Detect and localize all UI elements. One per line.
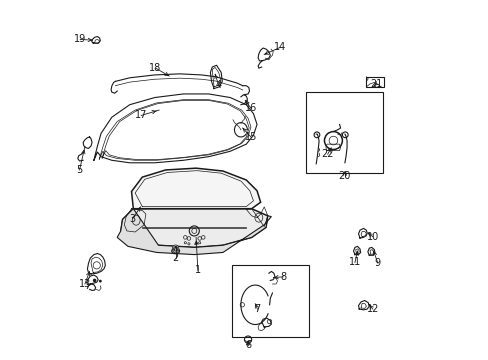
Text: 22: 22 bbox=[321, 149, 333, 159]
Circle shape bbox=[99, 280, 102, 283]
Text: 3: 3 bbox=[129, 214, 135, 224]
Text: 18: 18 bbox=[149, 63, 162, 73]
Text: 8: 8 bbox=[280, 272, 285, 282]
Polygon shape bbox=[117, 209, 271, 255]
Text: 13: 13 bbox=[79, 279, 91, 289]
Text: 20: 20 bbox=[338, 171, 350, 181]
Text: 19: 19 bbox=[74, 35, 86, 44]
Text: 4: 4 bbox=[215, 80, 221, 90]
Text: 7: 7 bbox=[254, 304, 260, 314]
Polygon shape bbox=[131, 168, 260, 209]
Circle shape bbox=[93, 279, 96, 282]
Text: 10: 10 bbox=[366, 232, 378, 242]
Text: 1: 1 bbox=[194, 265, 201, 275]
Text: 9: 9 bbox=[374, 258, 380, 268]
Text: 6: 6 bbox=[244, 340, 251, 350]
Text: 16: 16 bbox=[244, 103, 257, 113]
Text: 15: 15 bbox=[244, 132, 257, 142]
Polygon shape bbox=[121, 209, 267, 247]
Text: 12: 12 bbox=[366, 304, 378, 314]
Text: 21: 21 bbox=[369, 79, 382, 89]
Text: 5: 5 bbox=[76, 165, 82, 175]
Text: 14: 14 bbox=[274, 42, 286, 52]
Text: 2: 2 bbox=[172, 253, 179, 263]
Text: 17: 17 bbox=[135, 111, 147, 121]
Circle shape bbox=[173, 247, 178, 251]
Ellipse shape bbox=[172, 245, 179, 253]
Text: 11: 11 bbox=[348, 257, 360, 267]
Ellipse shape bbox=[171, 248, 179, 254]
